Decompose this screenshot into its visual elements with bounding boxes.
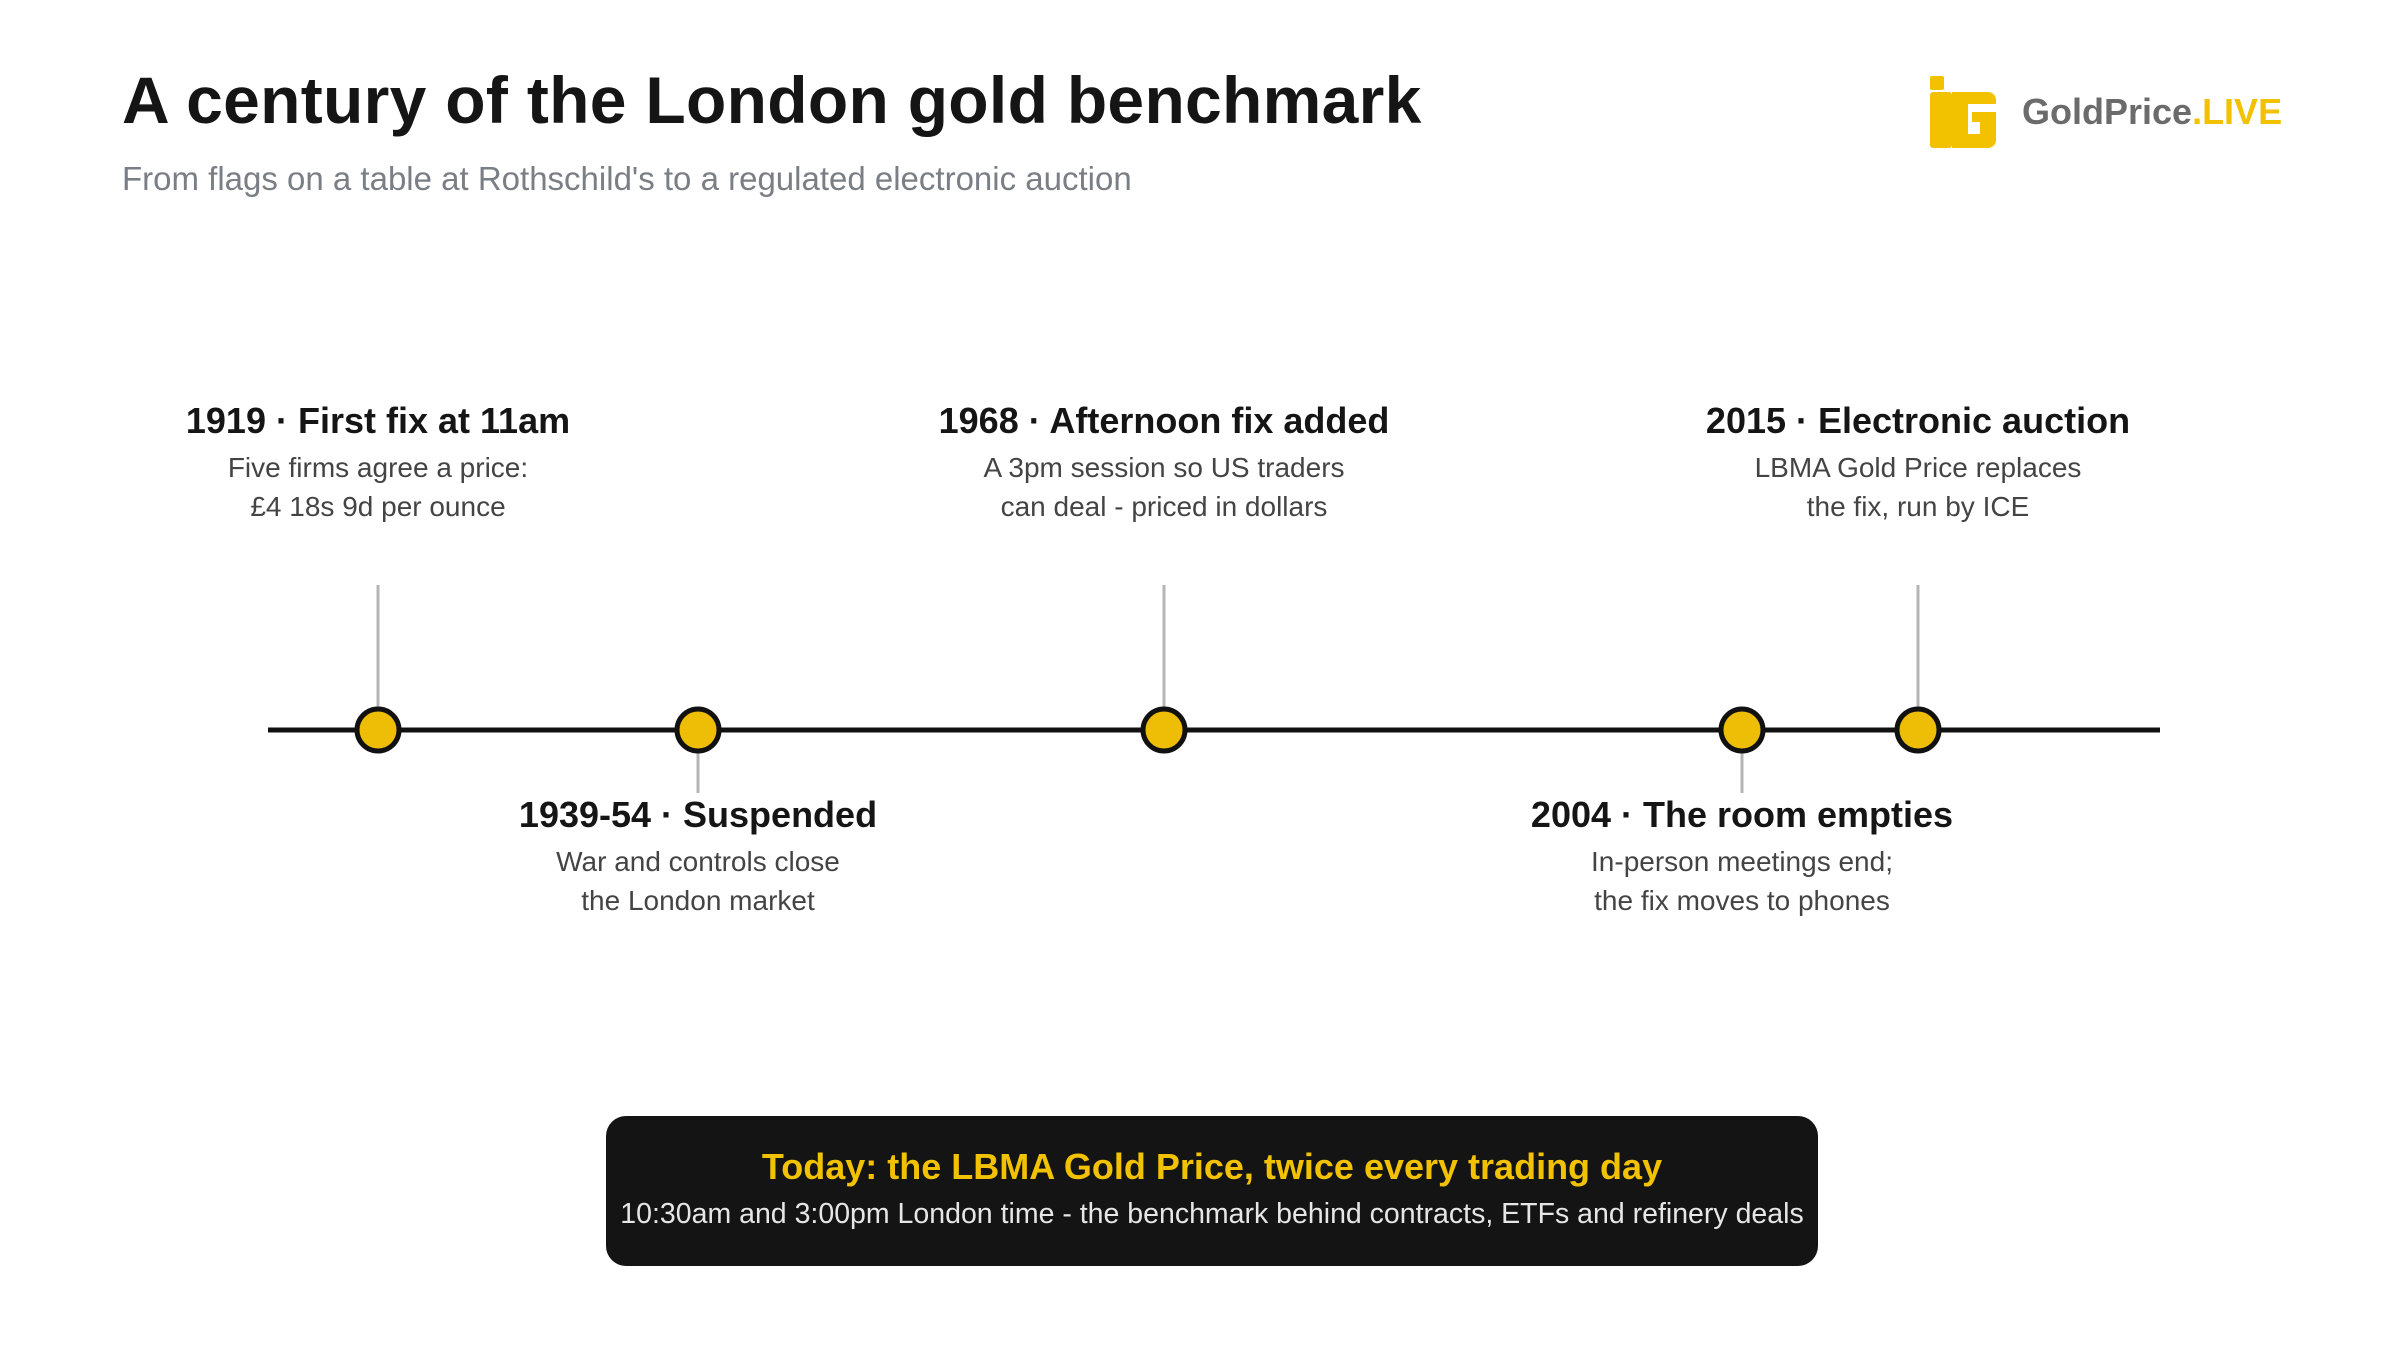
event-description-line: can deal - priced in dollars xyxy=(1000,491,1328,522)
marker-1968[interactable] xyxy=(1140,706,1188,754)
event-description-line: In-person meetings end; xyxy=(1591,846,1893,877)
event-2004: 2004 · The room empties In-person meetin… xyxy=(1392,792,2092,920)
today-banner: Today: the LBMA Gold Price, twice every … xyxy=(606,1116,1818,1266)
banner-title: Today: the LBMA Gold Price, twice every … xyxy=(761,1146,1663,1187)
event-description: War and controls close the London market xyxy=(348,842,1048,920)
event-title: 1919 · First fix at 11am xyxy=(185,400,571,441)
event-title: 1939-54 · Suspended xyxy=(518,794,878,835)
event-description: LBMA Gold Price replaces the fix, run by… xyxy=(1568,448,2268,526)
event-description-line: the fix moves to phones xyxy=(1594,885,1890,916)
event-title: 2015 · Electronic auction xyxy=(1705,400,2131,441)
goldprice-g-logo-icon xyxy=(1930,76,1996,148)
event-1919: 1919 · First fix at 11am Five firms agre… xyxy=(28,398,728,526)
logo-wordmark: GoldPrice.LIVE xyxy=(2022,91,2282,133)
event-description-line: Five firms agree a price: xyxy=(227,452,529,483)
marker-1939[interactable] xyxy=(674,706,722,754)
banner-text: 10:30am and 3:00pm London time - the ben… xyxy=(620,1198,1804,1230)
event-1968: 1968 · Afternoon fix added A 3pm session… xyxy=(814,398,1514,526)
event-description: In-person meetings end; the fix moves to… xyxy=(1392,842,2092,920)
event-2015: 2015 · Electronic auction LBMA Gold Pric… xyxy=(1568,398,2268,526)
marker-2004[interactable] xyxy=(1718,706,1766,754)
event-description: Five firms agree a price: £4 18s 9d per … xyxy=(28,448,728,526)
event-title: 2004 · The room empties xyxy=(1530,794,1954,835)
logo-name: GoldPrice xyxy=(2022,91,2193,132)
event-description-line: LBMA Gold Price replaces xyxy=(1754,452,2082,483)
event-1939: 1939-54 · Suspended War and controls clo… xyxy=(348,792,1048,920)
event-description-line: the fix, run by ICE xyxy=(1806,491,2030,522)
marker-1919[interactable] xyxy=(354,706,402,754)
page-subtitle: From flags on a table at Rothschild's to… xyxy=(122,160,1132,197)
event-description-line: War and controls close xyxy=(556,846,840,877)
goldprice-logo[interactable]: GoldPrice.LIVE xyxy=(1928,72,2282,152)
event-description-line: £4 18s 9d per ounce xyxy=(250,491,506,522)
event-description-line: A 3pm session so US traders xyxy=(983,452,1345,483)
logo-accent: .LIVE xyxy=(2192,91,2283,132)
event-title: 1968 · Afternoon fix added xyxy=(938,400,1390,441)
page-title: A century of the London gold benchmark xyxy=(122,63,1422,137)
event-description: A 3pm session so US traders can deal - p… xyxy=(814,448,1514,526)
marker-2015[interactable] xyxy=(1894,706,1942,754)
event-description-line: the London market xyxy=(581,885,815,916)
